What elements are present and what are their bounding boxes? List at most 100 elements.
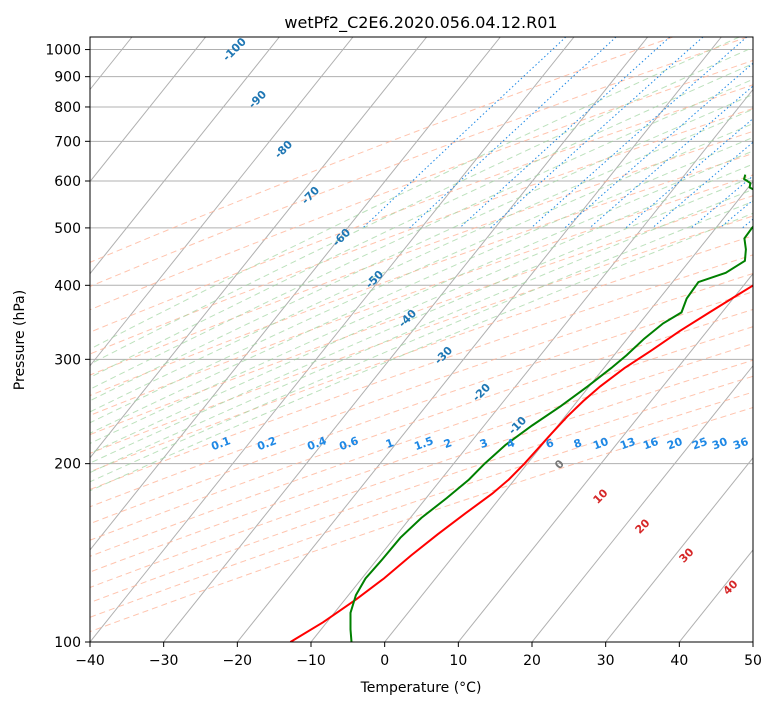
moist-adiabat-line: [90, 108, 753, 413]
isotherm-grid-line: [310, 88, 753, 642]
y-tick-label: 700: [54, 134, 81, 150]
isotherm-grid-line: [0, 37, 58, 642]
dry-adiabat-line: [90, 308, 753, 541]
y-axis-label: Pressure (hPa): [12, 290, 28, 390]
y-tick-label: 800: [54, 100, 81, 116]
dry-adiabat-line: [90, 291, 753, 525]
moist-adiabat-label: 10: [591, 486, 611, 506]
isotherm-grid-line: [236, 37, 722, 642]
mixing-ratio-label: 13: [618, 435, 637, 452]
dry-adiabat-line: [90, 254, 753, 491]
plot-frame: [89, 36, 754, 643]
dry-adiabat-line: [90, 326, 753, 557]
chart-title: wetPf2_C2E6.2020.056.04.12.R01: [284, 13, 557, 33]
moist-adiabat-label: 30: [677, 545, 697, 565]
mixing-ratio-label: 1.5: [412, 434, 435, 453]
mixing-ratio-line: [362, 37, 567, 229]
reference-lines: [90, 37, 775, 633]
x-tick-label: −20: [223, 653, 253, 669]
moist-adiabat-line: [90, 163, 753, 454]
moist-adiabat-line: [90, 212, 753, 492]
mixing-ratio-label: 2: [442, 436, 454, 451]
mixing-ratio-label: 36: [731, 435, 750, 453]
dry-adiabat-line: [90, 107, 753, 355]
y-tick-label: 100: [54, 635, 81, 651]
x-tick-label: −30: [149, 653, 179, 669]
isotherm-grid-line: [457, 272, 753, 642]
mixing-ratio-label: 16: [641, 435, 660, 453]
mixing-ratio-label: 0.2: [255, 434, 278, 453]
y-tick-label: 300: [54, 352, 81, 368]
x-tick-label: 40: [670, 653, 688, 669]
temperature-profile-line: [289, 283, 753, 642]
mixing-ratio-label: 30: [710, 435, 729, 453]
mixing-ratio-line: [459, 37, 671, 229]
x-tick-label: 50: [744, 653, 762, 669]
moist-adiabat-line: [90, 63, 753, 378]
mixing-ratio-line: [530, 37, 748, 229]
isotherm-label: -70: [299, 184, 322, 207]
mixing-ratio-line: [770, 37, 775, 228]
moist-adiabat-line: [90, 78, 753, 390]
dry-adiabat-line: [90, 37, 673, 263]
isotherm-grid-line: [90, 37, 575, 642]
x-axis-label: Temperature (°C): [360, 680, 482, 696]
y-tick-label: 500: [54, 221, 81, 237]
moist-adiabat-line: [90, 123, 753, 424]
dry-adiabat-line: [90, 375, 753, 604]
y-tick-label: 400: [54, 278, 81, 294]
isotherm-label: -90: [246, 88, 269, 111]
dry-adiabat-line: [90, 359, 753, 588]
isotherm-grid-line: [678, 549, 753, 642]
isotherm-grid-line: [163, 37, 649, 642]
moist-adiabat-line: [90, 37, 740, 350]
dry-adiabat-line: [90, 406, 753, 633]
dry-adiabat-line: [90, 272, 753, 508]
mixing-ratio-label: 0.4: [305, 434, 328, 453]
isotherm-grid-line: [384, 180, 753, 642]
y-tick-label: 1000: [45, 43, 81, 59]
grid-layer: [0, 37, 753, 642]
isotherm-grid-line: [752, 641, 753, 642]
moist-adiabat-line: [90, 46, 753, 365]
isotherm-grid-line: [605, 457, 753, 642]
dewpoint-profile-line: [349, 174, 753, 642]
mixing-ratio-label: 6: [544, 436, 556, 451]
isotherm-grid-line: [90, 37, 354, 367]
series-layer: [289, 174, 753, 642]
mixing-ratio-label: 3: [478, 436, 490, 451]
isotherm-grid-line: [90, 37, 501, 551]
x-tick-label: 20: [523, 653, 541, 669]
y-tick-label: 600: [54, 174, 81, 190]
mixing-ratio-line: [690, 175, 753, 229]
mixing-ratio-label: 25: [690, 435, 709, 452]
x-tick-label: 0: [380, 653, 389, 669]
isotherm-label: -50: [363, 268, 386, 291]
mixing-ratio-label: 20: [665, 435, 684, 453]
isotherm-grid-line: [90, 37, 207, 183]
x-tick-label: −10: [296, 653, 326, 669]
dry-adiabat-line: [90, 84, 753, 333]
moist-adiabat-line: [90, 93, 753, 402]
x-tick-label: 10: [449, 653, 467, 669]
mixing-ratio-label: 10: [591, 435, 610, 453]
moist-adiabat-label: 40: [721, 577, 741, 597]
dry-adiabat-line: [90, 391, 753, 618]
dry-adiabat-line: [90, 37, 748, 288]
mixing-ratio-label: 4: [505, 436, 517, 451]
x-tick-label: 30: [597, 653, 615, 669]
zero-isotherm-label: 0: [552, 457, 567, 472]
mixing-ratio-line: [490, 37, 704, 229]
x-tick-label: −40: [75, 653, 105, 669]
moist-adiabat-line: [90, 136, 753, 434]
mixing-ratio-line: [409, 37, 617, 229]
mixing-ratio-label: 8: [572, 436, 584, 451]
mixing-ratio-line: [652, 141, 753, 229]
y-tick-label: 200: [54, 457, 81, 473]
moist-adiabat-label: 20: [633, 516, 653, 536]
y-tick-label: 900: [54, 70, 81, 86]
mixing-ratio-label: 0.1: [209, 434, 232, 453]
axes: −40 −30 −20 −10 0 10 20 30 40 5010020030040050060…: [45, 43, 762, 669]
isotherm-grid-line: [531, 364, 753, 642]
